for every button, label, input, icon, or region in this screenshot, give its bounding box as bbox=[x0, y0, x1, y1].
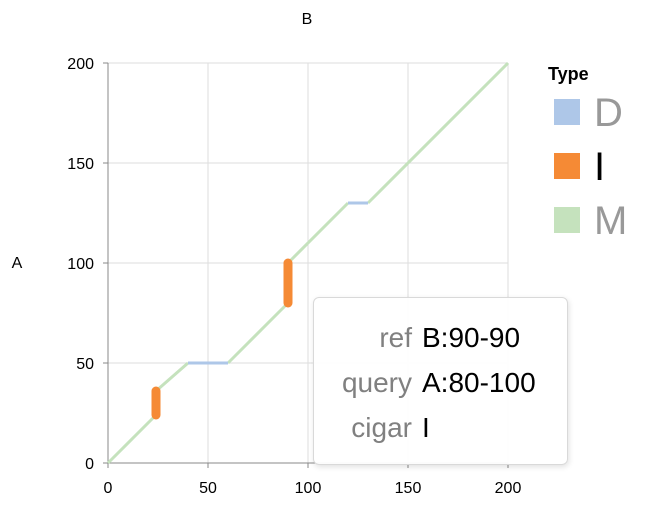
legend-label-M: M bbox=[594, 199, 627, 243]
x-tick-label: 0 bbox=[104, 480, 113, 497]
y-tick-label: 50 bbox=[76, 356, 94, 373]
x-tick-label: 150 bbox=[395, 480, 422, 497]
segment-M[interactable] bbox=[366, 61, 510, 205]
tooltip-value: A:80-100 bbox=[422, 367, 536, 398]
legend-swatch-D bbox=[554, 99, 580, 125]
legend: Type DIM bbox=[548, 64, 627, 243]
y-tick-label: 200 bbox=[67, 56, 94, 73]
x-axis-title: B bbox=[302, 11, 313, 28]
legend-swatch-M bbox=[554, 207, 580, 233]
tooltip-value: B:90-90 bbox=[422, 322, 521, 353]
y-tick-label: 150 bbox=[67, 156, 94, 173]
tooltip-key: ref bbox=[379, 322, 412, 353]
segment-M[interactable] bbox=[286, 201, 350, 265]
tooltip-row-cigar: cigar I bbox=[314, 412, 567, 457]
segment-M[interactable] bbox=[106, 413, 158, 465]
segment-M[interactable] bbox=[155, 361, 189, 393]
tooltip-value: I bbox=[422, 412, 430, 443]
y-tick-label: 0 bbox=[85, 456, 94, 473]
tooltip-key: query bbox=[341, 367, 412, 398]
legend-swatch-I bbox=[554, 153, 580, 179]
x-tick-label: 100 bbox=[295, 480, 322, 497]
y-tick-label: 100 bbox=[67, 256, 94, 273]
axes: 0 50 100 150 200 0 50 100 150 200 bbox=[67, 56, 521, 497]
legend-label-I: I bbox=[594, 145, 605, 189]
legend-title: Type bbox=[548, 64, 589, 84]
tooltip-row-ref: ref B:90-90 bbox=[314, 322, 567, 367]
y-axis-title: A bbox=[12, 255, 23, 272]
legend-label-D: D bbox=[594, 91, 623, 135]
tooltip-key: cigar bbox=[351, 412, 412, 443]
segment-M[interactable] bbox=[226, 301, 290, 365]
tooltip-row-query: query A:80-100 bbox=[314, 367, 567, 412]
x-tick-label: 50 bbox=[199, 480, 217, 497]
x-tick-label: 200 bbox=[495, 480, 522, 497]
alignment-segments[interactable] bbox=[106, 61, 510, 465]
tooltip: ref B:90-90 query A:80-100 cigar I bbox=[313, 297, 568, 465]
